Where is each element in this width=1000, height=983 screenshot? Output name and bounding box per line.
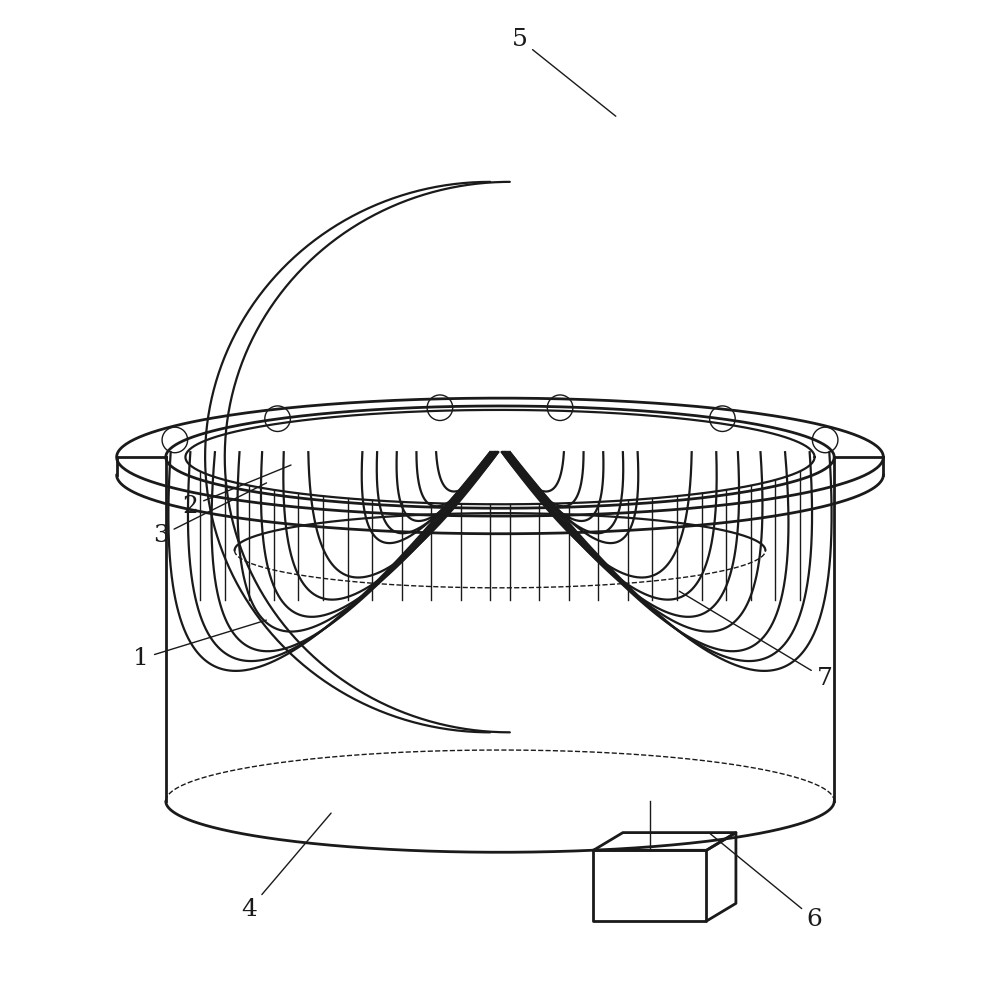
Text: 2: 2 [182,465,291,518]
Text: 6: 6 [709,833,822,931]
Text: 4: 4 [241,813,331,921]
Text: 7: 7 [679,591,832,690]
Text: 3: 3 [153,483,267,548]
Text: 1: 1 [133,620,266,670]
Text: 5: 5 [512,28,616,116]
